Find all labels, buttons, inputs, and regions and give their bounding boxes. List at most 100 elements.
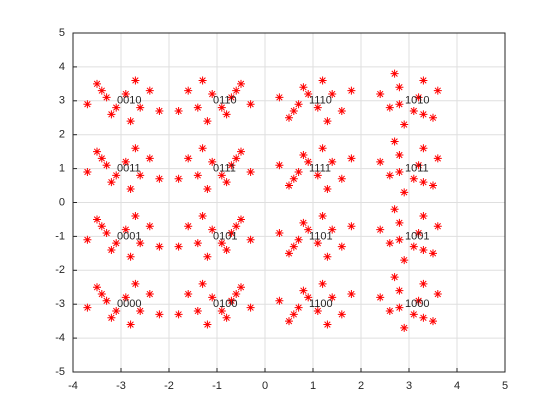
point-label: 1000 xyxy=(405,298,429,310)
scatter-point xyxy=(294,303,303,312)
scatter-point xyxy=(126,117,135,126)
scatter-point xyxy=(414,161,423,170)
scatter-point xyxy=(419,110,428,119)
point-label: 0001 xyxy=(117,230,141,242)
scatter-point xyxy=(232,86,241,95)
scatter-point xyxy=(337,174,346,183)
point-label: 0100 xyxy=(213,298,237,310)
scatter-point xyxy=(409,242,418,251)
scatter-point xyxy=(93,283,101,292)
scatter-point xyxy=(93,147,101,156)
scatter-point xyxy=(102,93,111,102)
scatter-point xyxy=(294,235,303,244)
scatter-point xyxy=(174,310,183,319)
scatter-point xyxy=(429,113,437,122)
scatter-point xyxy=(217,103,226,112)
scatter-point xyxy=(376,157,385,166)
scatter-point xyxy=(227,161,236,170)
scatter-point xyxy=(222,245,231,254)
scatter-point xyxy=(275,229,284,238)
scatter-point xyxy=(409,174,418,183)
scatter-point xyxy=(102,296,111,305)
y-tick-label: 1 xyxy=(59,163,65,175)
scatter-point xyxy=(222,178,231,187)
y-tick-label: -4 xyxy=(55,332,65,344)
scatter-point xyxy=(246,167,255,176)
scatter-point xyxy=(208,157,217,166)
scatter-point xyxy=(227,93,236,102)
scatter-point xyxy=(174,174,183,183)
scatter-point xyxy=(347,154,356,163)
y-tick-label: 0 xyxy=(59,196,65,208)
point-label: 1001 xyxy=(405,230,429,242)
scatter-point xyxy=(112,103,121,112)
axes-box xyxy=(72,32,506,373)
x-tick-label: -2 xyxy=(164,380,174,392)
scatter-point xyxy=(83,100,92,109)
marks-layer xyxy=(83,69,442,332)
scatter-point xyxy=(217,306,226,315)
scatter-point xyxy=(419,212,428,221)
scatter-point xyxy=(198,144,207,153)
scatter-point xyxy=(318,212,327,221)
scatter-point xyxy=(275,161,284,170)
scatter-point xyxy=(419,313,428,322)
scatter-point xyxy=(289,106,298,115)
scatter-point xyxy=(83,235,92,244)
scatter-point xyxy=(83,167,92,176)
scatter-point xyxy=(198,76,207,85)
scatter-point xyxy=(347,86,356,95)
scatter-point xyxy=(126,184,135,193)
point-label: 0110 xyxy=(213,95,237,107)
scatter-point xyxy=(97,86,106,95)
scatter-point xyxy=(97,222,106,231)
scatter-point xyxy=(299,218,308,227)
scatter-point xyxy=(217,171,226,180)
scatter-point xyxy=(299,83,308,92)
y-tick-label: -3 xyxy=(55,298,65,310)
scatter-point xyxy=(429,181,437,190)
scatter-point xyxy=(107,110,116,119)
scatter-point xyxy=(376,293,385,302)
scatter-point xyxy=(414,229,423,238)
y-tick-label: -1 xyxy=(55,230,65,242)
scatter-point xyxy=(203,320,212,329)
scatter-point xyxy=(285,113,293,122)
scatter-point xyxy=(313,171,322,180)
scatter-point xyxy=(208,293,217,302)
scatter-point xyxy=(328,225,337,234)
point-label: 0000 xyxy=(117,298,141,310)
point-label: 1110 xyxy=(309,95,332,107)
scatter-point xyxy=(347,290,356,299)
scatter-point xyxy=(433,290,442,299)
scatter-point xyxy=(174,106,183,115)
scatter-point xyxy=(193,103,202,112)
scatter-point xyxy=(318,76,327,85)
labels-layer: 0010 0110 1110 1010 0011 0111 1111 1011 0001 0101… xyxy=(117,95,429,310)
scatter-point xyxy=(318,279,327,288)
scatter-point xyxy=(289,174,298,183)
scatter-point xyxy=(328,293,337,302)
x-tick-label: 5 xyxy=(502,380,508,392)
x-tick-label: 3 xyxy=(406,380,412,392)
scatter-point xyxy=(198,212,207,221)
scatter-point xyxy=(409,310,418,319)
scatter-point xyxy=(121,90,130,99)
scatter-point xyxy=(323,117,332,126)
scatter-point xyxy=(323,320,332,329)
scatter-point xyxy=(419,144,428,153)
scatter-point xyxy=(289,310,298,319)
scatter-point xyxy=(313,239,322,248)
scatter-point xyxy=(107,313,116,322)
scatter-point xyxy=(433,154,442,163)
scatter-point xyxy=(131,144,140,153)
scatter-point xyxy=(323,184,332,193)
scatter-point xyxy=(390,69,399,78)
scatter-point xyxy=(304,293,313,302)
scatter-point xyxy=(102,161,111,170)
scatter-point xyxy=(409,106,418,115)
y-tick-label: 2 xyxy=(59,129,65,141)
scatter-point xyxy=(318,144,327,153)
scatter-point xyxy=(203,252,212,261)
scatter-point xyxy=(203,117,212,126)
